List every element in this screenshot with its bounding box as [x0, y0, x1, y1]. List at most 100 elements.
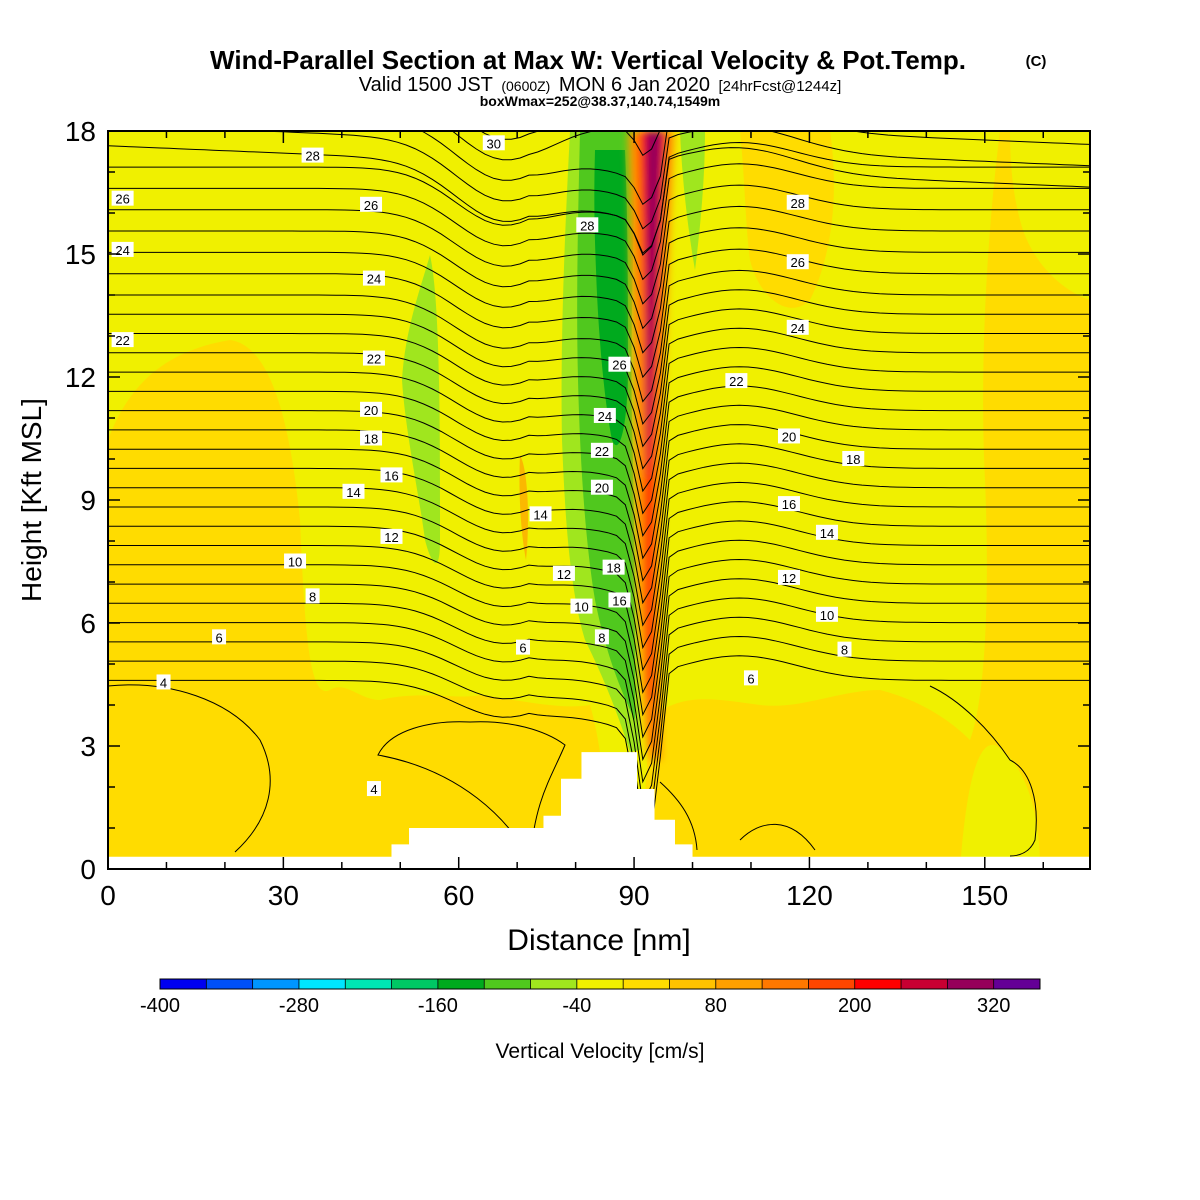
- theta-contour-line: [108, 227, 1090, 354]
- velocity-shading: [108, 131, 1090, 869]
- colorbar-swatch: [252, 979, 300, 989]
- weak-ascent-left: [108, 340, 605, 869]
- colorbar-tick-labels: -400 -280 -160 -40 80 200 320: [140, 995, 1010, 1017]
- plot-area: 4 4 6 6 6 8 8 8 10 10 10 12 12 12 14 14 14 16 16 16 18 18 18 20…: [108, 111, 1090, 869]
- theta-contour-label: 26: [111, 190, 134, 207]
- svg-text:28: 28: [791, 196, 805, 211]
- theta-contour-line: [108, 308, 1090, 448]
- colorbar-swatch: [391, 979, 439, 989]
- theta-contour-label: 6: [212, 629, 227, 645]
- svg-text:14: 14: [533, 507, 547, 522]
- theta-contour-line: [108, 269, 1090, 403]
- svg-text:8: 8: [309, 589, 316, 604]
- y-tick-label: 9: [80, 485, 96, 516]
- svg-text:8: 8: [598, 630, 605, 645]
- theta-contour-line: [108, 366, 1090, 515]
- theta-contour-label: 20: [777, 428, 800, 444]
- colorbar-swatch: [901, 979, 948, 989]
- theta-contour-line: [485, 111, 538, 119]
- colorbar: [159, 978, 1041, 990]
- theta-contour-line: [108, 520, 1090, 694]
- theta-contour-line: [479, 131, 644, 140]
- theta-contours: [108, 111, 1090, 851]
- colorbar-swatch: [484, 979, 532, 989]
- valid-prefix: Valid 1500 JST: [359, 74, 493, 96]
- svg-text:14: 14: [346, 485, 360, 500]
- theta-contour-label: 4: [156, 674, 171, 690]
- x-tick-labels: 0 30 60 90 120 150: [100, 880, 1008, 911]
- colorbar-swatch: [530, 979, 578, 989]
- colorbar-swatch: [808, 979, 856, 989]
- yellow-pocket-lower: [960, 744, 1040, 869]
- x-axis-label: Distance [nm]: [507, 924, 690, 957]
- svg-text:28: 28: [580, 218, 594, 233]
- forecast-info: [24hrFcst@1244z]: [718, 78, 841, 95]
- theta-contour-label: 22: [590, 442, 613, 459]
- theta-contour-line: [108, 145, 1090, 254]
- theta-contour-label: 28: [301, 147, 324, 164]
- svg-text:22: 22: [115, 333, 129, 348]
- theta-contour-label: 28: [576, 217, 599, 233]
- colorbar-tick-label: 320: [977, 995, 1010, 1017]
- colorbar-swatch: [623, 979, 670, 989]
- theta-contour-label: 26: [608, 356, 631, 373]
- theta-contour-line: [420, 131, 1090, 206]
- yellow-pocket-right: [1010, 131, 1090, 300]
- colorbar-tick-label: 200: [838, 995, 871, 1017]
- svg-text:6: 6: [215, 630, 222, 645]
- theta-contour-line: [108, 327, 1090, 470]
- svg-text:28: 28: [305, 149, 319, 164]
- colorbar-tick-label: -280: [279, 995, 319, 1017]
- theta-contour-label: 26: [360, 196, 383, 213]
- theta-contour-label: 18: [842, 451, 865, 467]
- y-tick-label: 12: [65, 362, 96, 393]
- y-tick-labels: 0 3 6 9 12 15 18: [65, 116, 96, 885]
- x-tick-label: 0: [100, 880, 116, 911]
- chart-title: Wind-Parallel Section at Max W: Vertical…: [210, 45, 966, 75]
- colorbar-swatch: [993, 979, 1041, 989]
- svg-text:26: 26: [364, 198, 378, 213]
- svg-text:26: 26: [791, 255, 805, 270]
- theta-contour-label: 6: [743, 670, 758, 686]
- theta-contour-line: [108, 184, 1090, 305]
- theta-contour-label: 14: [529, 506, 552, 522]
- theta-contour-label: 6: [516, 639, 531, 656]
- svg-text:12: 12: [557, 567, 571, 582]
- svg-text:18: 18: [364, 432, 378, 447]
- theta-contour-label: 26: [786, 254, 809, 270]
- theta-contour-line: [108, 404, 1090, 560]
- x-tick-label: 60: [443, 880, 474, 911]
- y-axis-label: Height [Kft MSL]: [16, 398, 47, 602]
- colorbar-label: Vertical Velocity [cm/s]: [496, 1040, 705, 1063]
- small-updraft-patch: [519, 455, 528, 560]
- theta-contour-label: 22: [725, 373, 748, 389]
- svg-text:14: 14: [820, 526, 834, 541]
- theta-contour-label: 20: [360, 401, 383, 418]
- svg-text:12: 12: [384, 530, 398, 545]
- colorbar-tick-label: -160: [418, 995, 458, 1017]
- svg-text:24: 24: [367, 272, 381, 287]
- colorbar-swatch: [298, 979, 346, 989]
- colorbar-tick-label: -400: [140, 995, 180, 1017]
- theta-contour-line: [108, 635, 1090, 829]
- x-tick-label: 90: [618, 880, 649, 911]
- svg-text:24: 24: [598, 409, 612, 424]
- theta-contour-line: [108, 655, 1090, 851]
- theta-contour-line: [108, 501, 1090, 672]
- y-tick-label: 3: [80, 731, 96, 762]
- theta-contour-label: 16: [380, 467, 403, 483]
- theta-contour-label: 14: [815, 524, 838, 541]
- colorbar-tick-label: -40: [562, 995, 591, 1017]
- svg-text:16: 16: [612, 593, 626, 608]
- theta-contour-label: 12: [552, 565, 575, 582]
- svg-text:4: 4: [370, 782, 377, 797]
- boundary-contours: [108, 684, 1037, 862]
- y-tick-label: 18: [65, 116, 96, 147]
- colorbar-swatch: [854, 979, 902, 989]
- theta-contour-label: 4: [366, 781, 381, 797]
- theta-contour-line: [108, 539, 1090, 717]
- colorbar-swatch: [669, 979, 717, 989]
- theta-contour-label: 10: [815, 606, 838, 623]
- svg-text:24: 24: [115, 243, 129, 258]
